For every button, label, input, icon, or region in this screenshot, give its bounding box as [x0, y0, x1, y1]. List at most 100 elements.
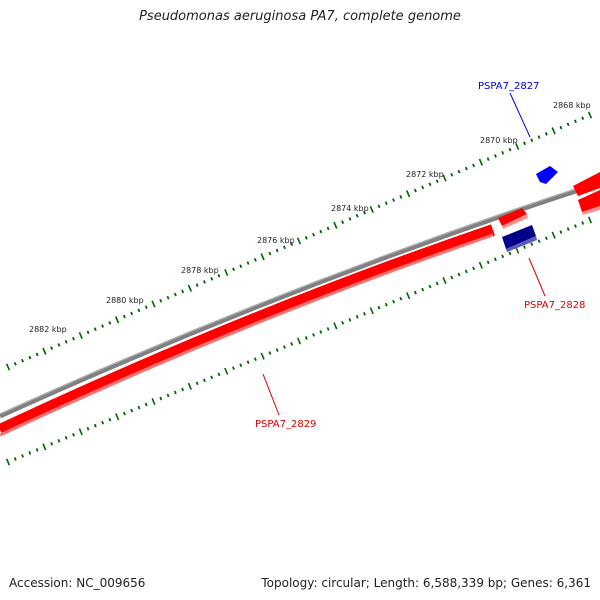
inner-tick-mark: [493, 257, 497, 262]
inner-tick-mark: [260, 352, 265, 360]
inner-tick-mark: [369, 307, 374, 315]
outer-tick-mark: [581, 116, 585, 120]
inner-tick-mark: [442, 276, 447, 285]
inner-tick-mark: [363, 311, 366, 316]
inner-tick-mark: [486, 260, 490, 265]
outer-tick-mark: [173, 292, 177, 297]
inner-tick-mark: [72, 432, 75, 437]
inner-tick-mark: [224, 367, 229, 375]
inner-tick-mark: [268, 351, 272, 355]
outer-tick-mark: [472, 163, 476, 168]
outer-tick-mark: [144, 305, 148, 309]
inner-tick-mark: [355, 314, 359, 319]
inner-tick-mark: [551, 231, 556, 239]
outer-tick-mark: [71, 336, 75, 341]
inner-tick-mark: [413, 290, 417, 295]
outer-tick-mark: [442, 174, 447, 182]
outer-tick-mark: [319, 229, 323, 234]
inner-tick-mark: [202, 378, 206, 383]
outer-tick-mark: [42, 347, 47, 355]
outer-tick-mark: [501, 150, 505, 155]
dark-blue-feature[interactable]: [502, 225, 536, 249]
outer-tick-mark: [493, 154, 497, 158]
outer-tick-mark: [130, 311, 134, 316]
tick-label-2882: 2882 kbp: [29, 325, 67, 334]
outer-tick-mark: [224, 268, 229, 277]
inner-tick-mark: [108, 417, 112, 422]
outer-tick-mark: [137, 308, 141, 313]
outer-tick-mark: [187, 284, 193, 292]
outer-tick-mark: [253, 258, 257, 262]
gene-label-pspa7-2827[interactable]: PSPA7_2827: [478, 81, 539, 92]
outer-tick-mark: [21, 358, 25, 363]
inner-tick-mark: [399, 296, 403, 301]
inner-tick-mark: [421, 287, 425, 292]
gene-label-pspa7-2828[interactable]: PSPA7_2828: [524, 300, 585, 311]
outer-tick-mark: [355, 213, 359, 218]
outer-tick-mark: [573, 119, 577, 124]
outer-tick-mark: [537, 135, 541, 139]
outer-tick-mark: [421, 185, 425, 190]
outer-tick-mark: [508, 147, 512, 152]
inner-tick-mark: [232, 366, 235, 371]
gene-label-pspa7-2829[interactable]: PSPA7_2829: [255, 419, 316, 430]
outer-tick-mark: [326, 226, 330, 231]
inner-tick-mark: [64, 435, 68, 440]
outer-tick-mark: [405, 190, 411, 198]
gene-feature-pspa7-2829[interactable]: [0, 224, 495, 436]
inner-tick-mark: [290, 342, 294, 346]
inner-tick-mark: [181, 387, 185, 392]
accession-text: Accession: NC_009656: [9, 576, 146, 590]
outer-tick-mark: [232, 267, 236, 272]
outer-tick-mark: [246, 261, 250, 265]
inner-tick-mark: [5, 458, 11, 466]
outer-tick-mark: [166, 295, 170, 300]
leader-line-pspa7-2829: [262, 373, 280, 416]
outer-tick-mark: [384, 201, 388, 206]
outer-tick-mark: [195, 283, 199, 287]
gene-feature-pspa7-2827[interactable]: [536, 166, 558, 184]
outer-tick-mark: [530, 138, 534, 143]
inner-tick-mark: [93, 423, 97, 428]
outer-tick-mark: [114, 316, 120, 324]
inner-tick-mark: [21, 454, 25, 458]
inner-tick-mark: [144, 402, 148, 407]
outer-tick-mark: [13, 362, 17, 366]
inner-tick-mark: [304, 336, 308, 340]
inner-tick-mark: [348, 317, 352, 322]
outer-tick-mark: [101, 324, 105, 328]
inner-tick-mark: [530, 242, 534, 247]
outer-tick-mark: [348, 217, 352, 221]
outer-tick-mark: [566, 122, 570, 127]
gene-feature-pspa7-2828-shade: [502, 214, 528, 229]
outer-tick-mark: [428, 182, 432, 187]
outer-tick-mark: [268, 251, 272, 256]
inner-tick-mark: [384, 302, 388, 307]
outer-tick-mark: [296, 237, 302, 245]
gene-feature-right-upper[interactable]: [573, 172, 600, 196]
inner-tick-mark: [559, 230, 563, 234]
inner-tick-mark: [450, 275, 454, 280]
dark-blue-feature-shade: [506, 236, 537, 252]
inner-tick-mark: [275, 348, 279, 352]
inner-tick-mark: [478, 261, 483, 269]
tick-label-2874: 2874 kbp: [331, 204, 369, 213]
gene-feature-pspa7-2828[interactable]: [498, 208, 527, 226]
gene-feature-right-lower[interactable]: [578, 190, 600, 212]
tick-label-2880: 2880 kbp: [106, 296, 144, 305]
outer-tick-mark: [86, 330, 90, 335]
outer-tick-mark: [587, 111, 593, 119]
inner-tick-mark: [457, 272, 461, 277]
outer-tick-mark: [551, 127, 556, 135]
outer-tick-mark: [559, 125, 563, 130]
inner-tick-ring: [5, 216, 593, 466]
inner-tick-mark: [392, 299, 396, 304]
outer-tick-mark: [78, 331, 83, 340]
inner-tick-mark: [501, 254, 505, 259]
inner-tick-mark: [217, 372, 221, 377]
inner-tick-mark: [42, 443, 47, 451]
inner-tick-mark: [246, 360, 250, 365]
outer-tick-mark: [202, 280, 206, 284]
gene-feature-pspa7-2829-shade: [0, 233, 494, 437]
